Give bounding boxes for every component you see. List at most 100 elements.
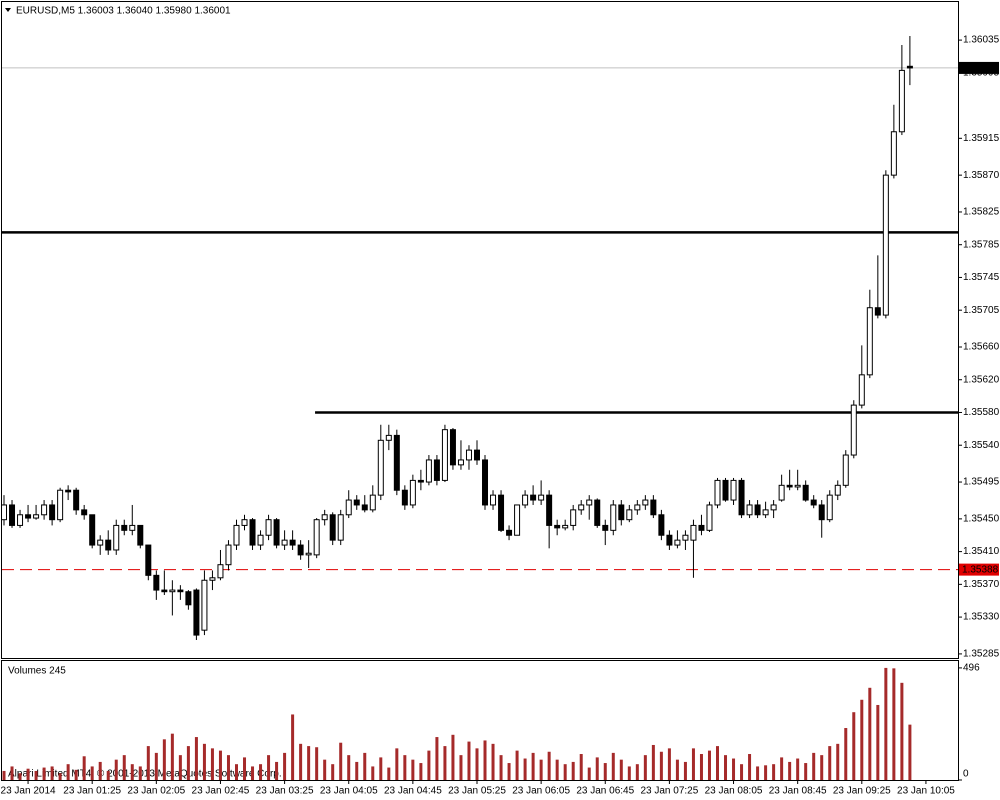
x-tick-label: 23 Jan 03:25 — [256, 786, 314, 797]
volume-bar — [852, 712, 856, 780]
y-tick-label: 1.35330 — [963, 612, 1000, 623]
volume-bar — [691, 748, 695, 780]
x-tick-label: 23 Jan 02:05 — [127, 786, 185, 797]
volume-bar — [323, 759, 327, 780]
candle-body — [506, 529, 513, 536]
x-tick-label: 23 Jan 09:25 — [833, 786, 891, 797]
volume-bar — [18, 773, 22, 780]
candle-body — [369, 494, 376, 511]
volume-bar — [251, 766, 255, 780]
candle-body — [393, 434, 400, 491]
candle-body — [562, 524, 569, 529]
x-tick-label: 23 Jan 08:45 — [769, 786, 827, 797]
volume-bar — [395, 748, 399, 780]
candle-body — [473, 449, 480, 461]
volume-bar — [828, 746, 832, 780]
candle-body — [153, 574, 160, 591]
volume-bar — [515, 750, 519, 780]
volume-bar — [170, 733, 174, 780]
y-tick-label: 1.35915 — [963, 133, 1000, 144]
x-tick-label: 23 Jan 2014 — [1, 786, 56, 797]
menu-triangle[interactable] — [5, 8, 11, 12]
candle-body — [217, 564, 224, 579]
candle-body — [273, 519, 280, 546]
volume-bar — [226, 755, 230, 780]
volume-bar — [707, 750, 711, 780]
candle-body — [626, 509, 633, 521]
volume-bar — [243, 757, 247, 780]
candle-body — [842, 454, 849, 486]
candle-body — [586, 499, 593, 506]
candle-body — [33, 514, 40, 519]
volume-bar — [579, 754, 583, 780]
candle-body — [41, 504, 48, 516]
candle-body — [546, 494, 553, 526]
y-tick-label: 1.35825 — [963, 207, 1000, 218]
volume-bar — [643, 755, 647, 780]
candle-body — [714, 479, 721, 506]
candle-body — [866, 307, 873, 376]
volume-bar — [587, 767, 591, 780]
y-tick-label: 1.35580 — [963, 407, 1000, 418]
volume-bar — [98, 761, 102, 780]
candle-body — [281, 539, 288, 546]
chart-title: EURUSD,M5 1.36003 1.36040 1.35980 1.3600… — [16, 6, 231, 17]
candle-body — [850, 404, 857, 456]
volume-bar — [571, 761, 575, 780]
volume-bar — [683, 761, 687, 780]
volume-bar — [475, 748, 479, 780]
volume-bar — [90, 766, 94, 780]
y-tick-label: 1.35870 — [963, 170, 1000, 181]
y-tick-label: 1.35660 — [963, 342, 1000, 353]
volume-bar — [339, 742, 343, 780]
volume-bar — [780, 757, 784, 780]
candle-body — [249, 519, 256, 546]
candle-body — [1, 504, 8, 521]
candle-body — [722, 479, 729, 501]
candle-body — [906, 65, 913, 69]
y-tick-label: 1.35285 — [963, 649, 1000, 660]
candle-body — [9, 504, 16, 526]
candle-body — [417, 479, 424, 483]
candle-body — [209, 577, 216, 581]
volume-bar — [547, 751, 551, 780]
volume-bar — [218, 750, 222, 780]
volume-pane-border — [1, 660, 959, 781]
candle-body — [433, 459, 440, 481]
candle-body — [425, 459, 432, 483]
volume-bar — [732, 758, 736, 780]
candle-body — [594, 499, 601, 526]
candle-body — [73, 489, 80, 511]
candle-body — [177, 589, 184, 593]
volume-bar — [355, 761, 359, 780]
candle-body — [241, 519, 248, 526]
y-tick-label: 1.35785 — [963, 239, 1000, 250]
volume-bar — [259, 764, 263, 780]
volume-bar — [106, 770, 110, 780]
candle-body — [89, 514, 96, 546]
candle-body — [449, 429, 456, 466]
y-tick-label: 1.35450 — [963, 514, 1000, 525]
y-tick-label: 1.35495 — [963, 477, 1000, 488]
candle-body — [345, 499, 352, 516]
candle-body — [674, 539, 681, 546]
y-tick-label: 1.35410 — [963, 546, 1000, 557]
price-label: 1.36001 — [962, 63, 999, 74]
candle-body — [257, 534, 264, 546]
candle-body — [185, 591, 192, 606]
candle-body — [337, 514, 344, 541]
volume-bar — [796, 758, 800, 780]
candle-body — [618, 504, 625, 521]
candle-body — [826, 494, 833, 521]
volume-title: Volumes 245 — [8, 666, 66, 677]
volume-bar — [307, 746, 311, 780]
volume-bar — [74, 769, 78, 780]
candle-body — [121, 524, 128, 531]
volume-bar — [756, 766, 760, 780]
volume-bar — [820, 755, 824, 780]
candle-body — [602, 524, 609, 531]
price-pane-border — [1, 1, 959, 659]
volume-bar — [788, 761, 792, 780]
volume-bar — [812, 752, 816, 780]
